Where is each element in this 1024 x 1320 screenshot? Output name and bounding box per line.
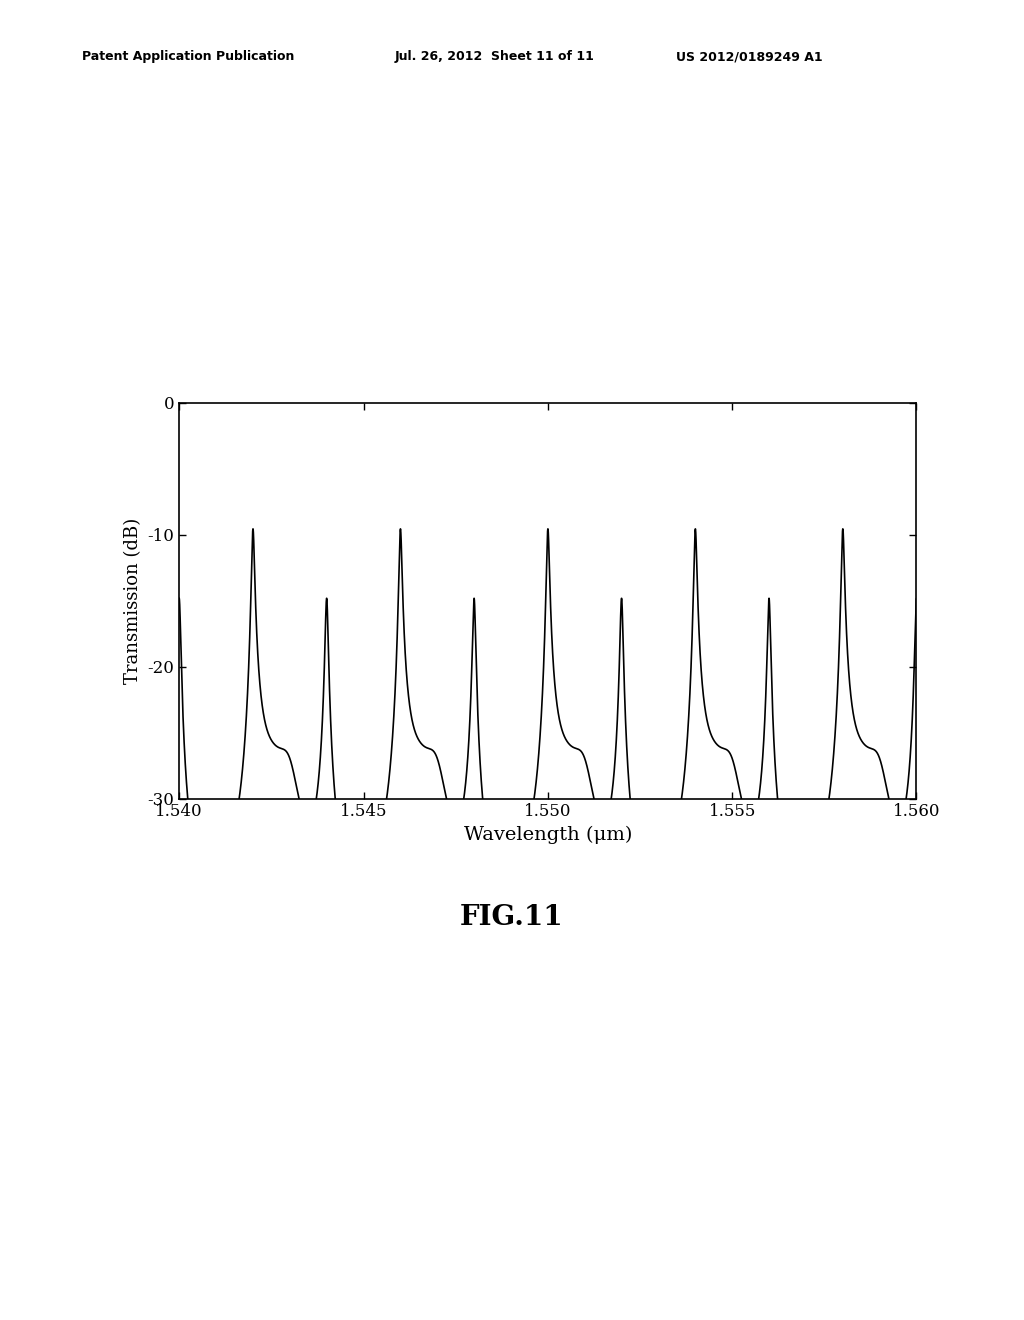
- Text: Patent Application Publication: Patent Application Publication: [82, 50, 294, 63]
- Text: Jul. 26, 2012  Sheet 11 of 11: Jul. 26, 2012 Sheet 11 of 11: [394, 50, 594, 63]
- Text: US 2012/0189249 A1: US 2012/0189249 A1: [676, 50, 822, 63]
- X-axis label: Wavelength (μm): Wavelength (μm): [464, 826, 632, 845]
- Y-axis label: Transmission (dB): Transmission (dB): [124, 517, 142, 684]
- Text: FIG.11: FIG.11: [460, 904, 564, 931]
